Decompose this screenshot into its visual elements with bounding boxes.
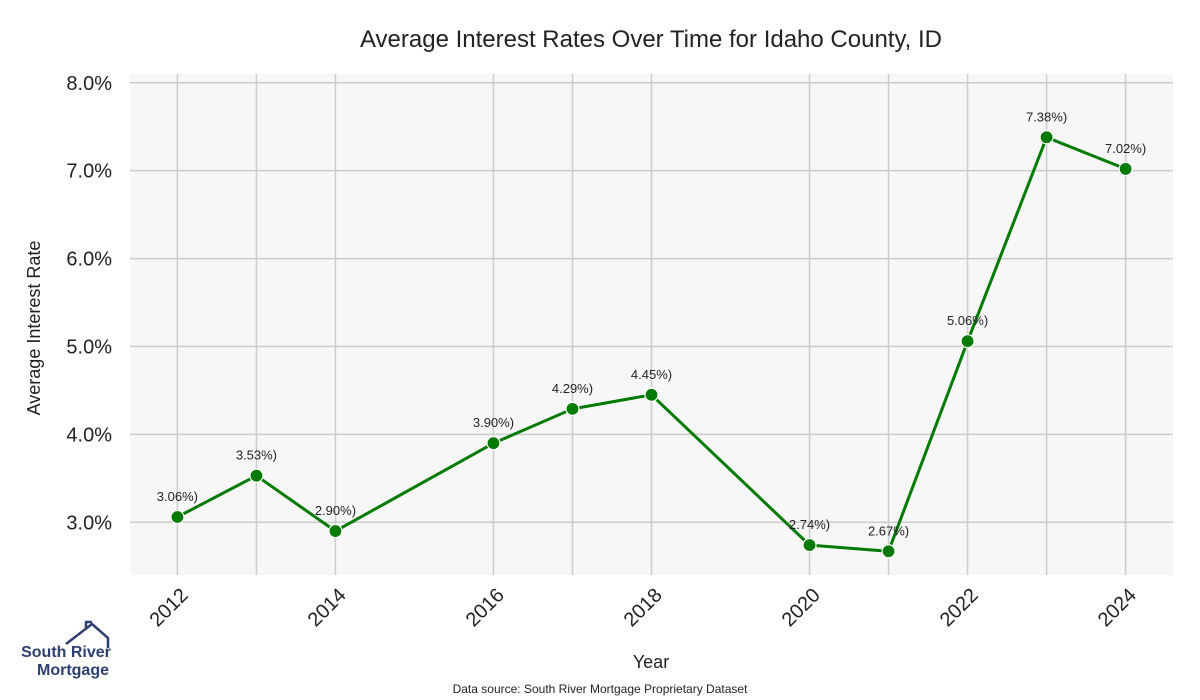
y-tick-label: 4.0% <box>66 424 112 446</box>
data-label: 4.29%) <box>552 381 593 396</box>
data-point <box>1118 161 1133 177</box>
data-point <box>249 468 264 483</box>
data-source-note: Data source: South River Mortgage Propri… <box>453 682 748 696</box>
data-point <box>1039 130 1054 145</box>
logo-text-line2: Mortgage <box>37 662 109 679</box>
y-axis-label: Average Interest Rate <box>24 241 44 416</box>
data-label: 2.74%) <box>789 517 830 532</box>
house-roof-icon <box>65 620 110 648</box>
gridlines <box>130 74 1173 575</box>
x-axis-ticks: 2012 2014 2016 2018 2020 2022 2024 <box>146 584 1141 631</box>
y-tick-label: 5.0% <box>66 336 112 358</box>
x-tick-label: 2020 <box>778 584 825 631</box>
y-tick-label: 7.0% <box>66 161 112 183</box>
data-point <box>802 538 817 553</box>
data-label: 5.06%) <box>947 313 988 328</box>
data-points <box>170 130 1133 559</box>
data-label: 2.67%) <box>868 523 909 538</box>
data-point <box>170 509 185 525</box>
chart-title: Average Interest Rates Over Time for Ida… <box>360 26 942 53</box>
data-point <box>328 523 343 539</box>
data-labels: 3.06%) 3.53%) 2.90%) 3.90%) 4.29%) 4.45%) 2.74… <box>157 109 1146 538</box>
logo: South River Mortgage <box>21 620 111 679</box>
data-point <box>486 436 501 451</box>
data-point <box>644 387 659 402</box>
data-label: 3.53%) <box>236 448 277 463</box>
data-label: 7.02%) <box>1105 141 1146 156</box>
x-tick-label: 2014 <box>304 584 351 631</box>
x-tick-label: 2024 <box>1094 584 1141 631</box>
y-axis-ticks: 3.0% 4.0% 5.0% 6.0% 7.0% 8.0% <box>66 73 112 534</box>
data-label: 3.90%) <box>473 415 514 430</box>
y-tick-label: 3.0% <box>66 512 112 534</box>
x-tick-label: 2018 <box>620 584 667 631</box>
x-tick-label: 2012 <box>146 584 193 631</box>
data-label: 3.06%) <box>157 489 198 504</box>
y-tick-label: 8.0% <box>66 73 112 95</box>
logo-text-line1: South River <box>21 644 111 661</box>
data-point <box>881 544 896 559</box>
data-label: 2.90%) <box>315 503 356 518</box>
data-point <box>960 334 975 349</box>
x-axis-label: Year <box>633 652 669 672</box>
y-tick-label: 6.0% <box>66 249 112 271</box>
data-label: 4.45%) <box>631 367 672 382</box>
data-point <box>565 401 580 416</box>
x-tick-label: 2016 <box>462 584 509 631</box>
data-label: 7.38%) <box>1026 109 1067 124</box>
x-tick-label: 2022 <box>936 584 983 631</box>
